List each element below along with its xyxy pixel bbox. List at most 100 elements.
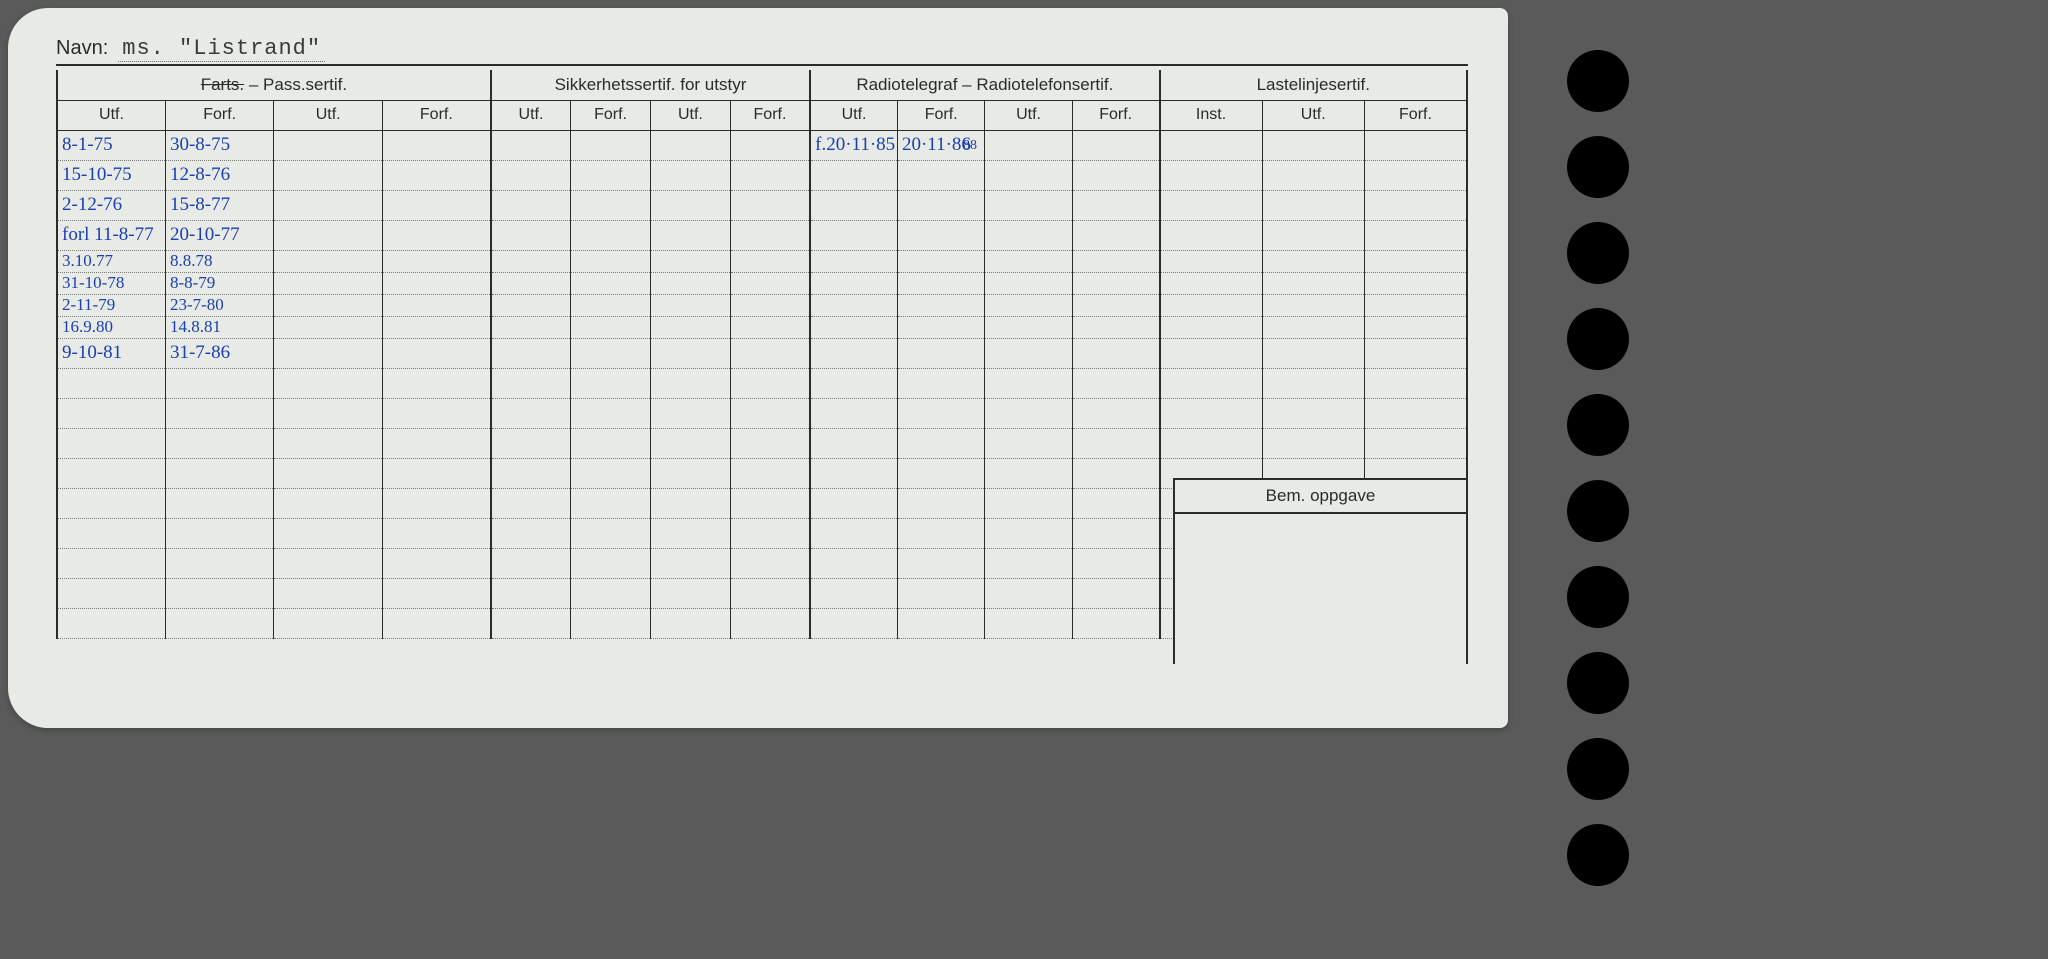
cell — [382, 488, 490, 518]
cell — [1364, 338, 1467, 368]
cell — [274, 368, 382, 398]
name-value: ms. "Listrand" — [118, 36, 325, 62]
cell — [382, 548, 490, 578]
cell — [274, 130, 382, 160]
cell: 23-7-80 — [165, 294, 273, 316]
cell — [810, 272, 897, 294]
cell: 15-8-77 — [165, 190, 273, 220]
cell — [650, 220, 730, 250]
cell: 2-12-76 — [57, 190, 165, 220]
cell — [810, 338, 897, 368]
cell — [1262, 130, 1364, 160]
cell — [730, 518, 810, 548]
cell — [1072, 488, 1159, 518]
cell — [274, 578, 382, 608]
cell — [571, 398, 651, 428]
cell: 15-10-75 — [57, 160, 165, 190]
cell — [1072, 130, 1159, 160]
cell — [382, 428, 490, 458]
cell — [810, 398, 897, 428]
cell — [1072, 368, 1159, 398]
cell: 12-8-76 — [165, 160, 273, 190]
cell — [571, 458, 651, 488]
cell — [491, 368, 571, 398]
cell — [730, 294, 810, 316]
cell — [1364, 368, 1467, 398]
name-row: Navn: ms. "Listrand" — [56, 36, 1468, 66]
bem-label: Bem. oppgave — [1175, 480, 1466, 514]
cell — [1262, 272, 1364, 294]
cell — [571, 294, 651, 316]
cell — [985, 272, 1072, 294]
cell — [730, 428, 810, 458]
cell: 8-1-75 — [57, 130, 165, 160]
cell — [382, 518, 490, 548]
cell — [57, 458, 165, 488]
cell — [897, 578, 984, 608]
cell — [985, 608, 1072, 638]
cell — [985, 130, 1072, 160]
table-row: 15-10-7512-8-76 — [57, 160, 1467, 190]
table-row: 8-1-7530-8-75f.20·11·8520·11·86 — [57, 130, 1467, 160]
cell — [650, 190, 730, 220]
radio-correction: 88 — [963, 138, 977, 154]
cell — [165, 578, 273, 608]
cell — [382, 272, 490, 294]
table-row: forl 11-8-7720-10-77 — [57, 220, 1467, 250]
cell: 31-10-78 — [57, 272, 165, 294]
cell — [571, 428, 651, 458]
cell — [382, 338, 490, 368]
cell — [382, 294, 490, 316]
cell: 8.8.78 — [165, 250, 273, 272]
cell — [57, 518, 165, 548]
bem-body — [1175, 514, 1466, 664]
cell — [165, 548, 273, 578]
cell — [1072, 338, 1159, 368]
cell — [382, 250, 490, 272]
cell — [491, 250, 571, 272]
cell — [1262, 160, 1364, 190]
cell — [985, 294, 1072, 316]
cell — [274, 250, 382, 272]
cell — [274, 488, 382, 518]
cell — [571, 578, 651, 608]
cell — [1262, 294, 1364, 316]
cell — [1364, 190, 1467, 220]
cell — [730, 272, 810, 294]
punch-hole — [1567, 652, 1629, 714]
cell — [491, 220, 571, 250]
cell — [57, 368, 165, 398]
cell — [571, 368, 651, 398]
cell — [1160, 220, 1262, 250]
cell — [382, 190, 490, 220]
bem-oppgave-box: Bem. oppgave — [1173, 478, 1468, 664]
cell: 31-7-86 — [165, 338, 273, 368]
cell — [897, 488, 984, 518]
cell — [730, 250, 810, 272]
table-row: 9-10-8131-7-86 — [57, 338, 1467, 368]
table-row: 3.10.778.8.78 — [57, 250, 1467, 272]
cell — [382, 368, 490, 398]
cell — [165, 398, 273, 428]
cell — [57, 548, 165, 578]
cell — [1262, 190, 1364, 220]
table-row: 2-12-7615-8-77 — [57, 190, 1467, 220]
cell — [571, 130, 651, 160]
cell — [985, 220, 1072, 250]
cell — [985, 190, 1072, 220]
cell — [274, 548, 382, 578]
cell — [571, 338, 651, 368]
cell — [1262, 398, 1364, 428]
cell — [1160, 294, 1262, 316]
cell — [730, 130, 810, 160]
cell — [1262, 368, 1364, 398]
cell — [730, 608, 810, 638]
cell — [1072, 458, 1159, 488]
cell — [985, 368, 1072, 398]
cell — [491, 608, 571, 638]
punch-hole — [1567, 50, 1629, 112]
cell — [730, 160, 810, 190]
cell — [810, 428, 897, 458]
cell — [1364, 130, 1467, 160]
cell — [491, 488, 571, 518]
